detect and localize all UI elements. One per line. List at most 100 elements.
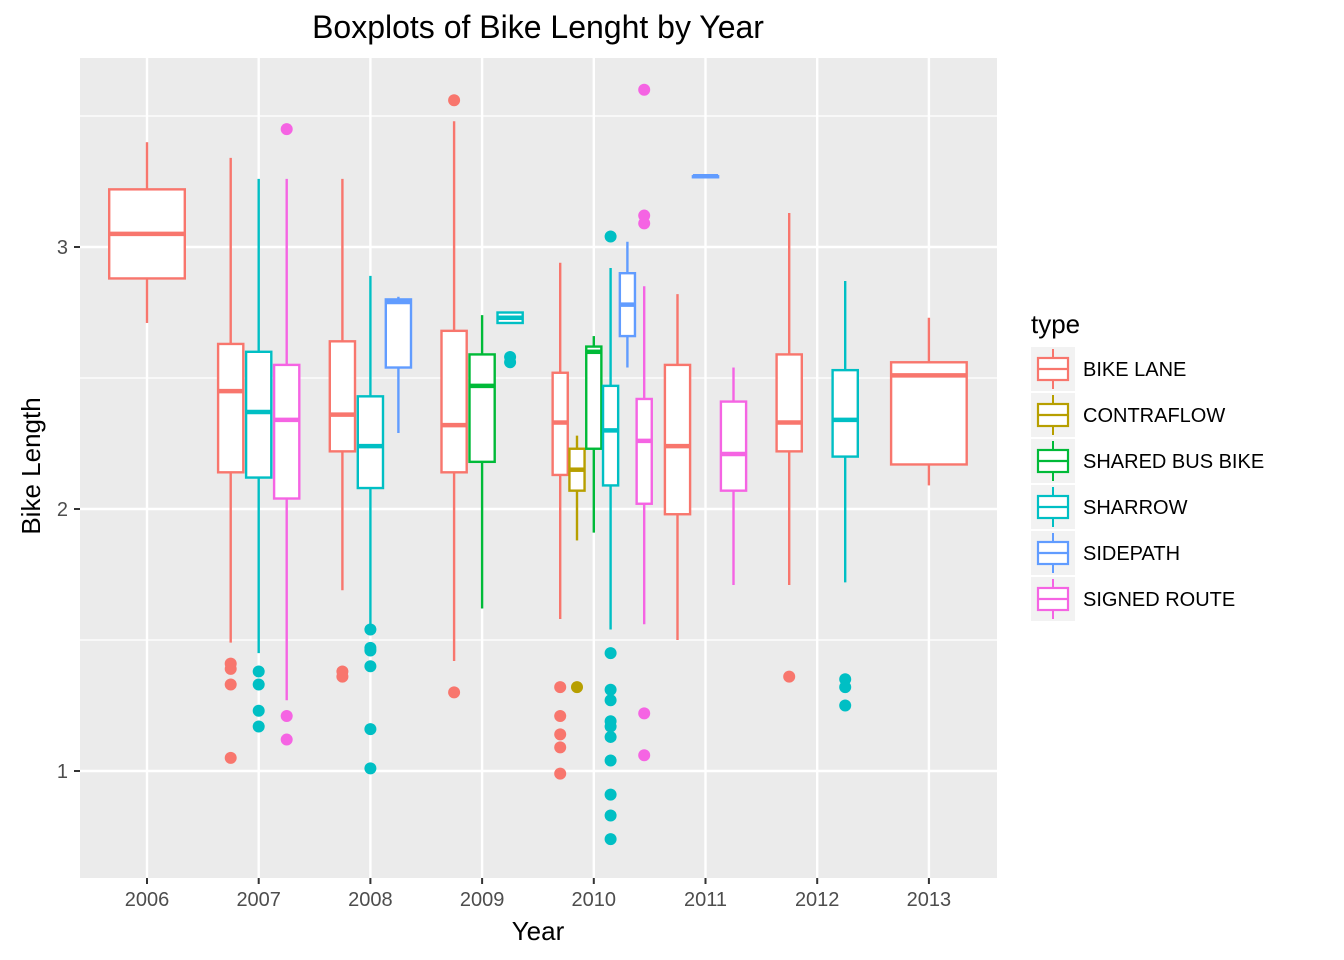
outlier-point: [604, 730, 617, 743]
outlier-point: [571, 681, 583, 694]
box-bike-lane-2011: [663, 294, 692, 640]
outlier-point: [604, 809, 617, 822]
outlier-point: [638, 217, 651, 230]
legend-items: BIKE LANE CONTRAFLOW SHARED BUS BIKE SHARRO…: [1031, 347, 1264, 621]
legend-item-sidepath: SIDEPATH: [1031, 531, 1180, 575]
outlier-point: [839, 699, 852, 712]
box-sharrow-2012: [831, 281, 859, 712]
outlier-point: [554, 767, 567, 780]
x-tick-label: 2008: [348, 889, 393, 911]
box-bike-lane-2010: [551, 262, 569, 780]
box-sidepath-2010: [618, 241, 637, 368]
legend-label: SHARROW: [1083, 497, 1188, 519]
box-iqr: [601, 384, 620, 487]
x-axis: 2006 2007 2008 2009 2010 2011 2012 2013: [125, 878, 951, 911]
legend: type BIKE LANE CONTRAFLOW SHARED BUS BIKE S…: [1031, 309, 1264, 621]
box-iqr: [719, 400, 748, 492]
x-tick-label: 2010: [572, 889, 617, 911]
outlier-point: [554, 741, 567, 754]
box-sharrow-2009: [496, 311, 524, 369]
outlier-point: [604, 647, 617, 660]
x-tick-label: 2009: [460, 889, 505, 911]
legend-label: CONTRAFLOW: [1083, 405, 1225, 427]
box-iqr: [272, 363, 301, 500]
outlier-point: [554, 728, 567, 741]
legend-label: SIDEPATH: [1083, 543, 1180, 565]
outlier-point: [364, 762, 377, 775]
box-sharrow-2010: [601, 230, 620, 846]
outlier-point: [280, 709, 293, 722]
box-sidepath-2011: [691, 174, 720, 179]
outlier-point: [448, 94, 461, 107]
outlier-point: [448, 686, 461, 699]
legend-title: type: [1031, 309, 1080, 339]
box-iqr: [244, 350, 273, 479]
outlier-point: [638, 707, 651, 720]
outlier-point: [604, 694, 617, 707]
box-iqr: [356, 395, 385, 490]
outlier-point: [364, 660, 377, 673]
box-iqr: [831, 368, 859, 458]
box-iqr: [635, 397, 653, 505]
box-signed-route-2007: [272, 123, 301, 746]
box-iqr: [663, 363, 692, 516]
y-axis: 1 2 3: [57, 237, 80, 783]
outlier-point: [604, 788, 617, 801]
x-tick-label: 2006: [125, 889, 170, 911]
box-sharrow-2008: [356, 275, 385, 775]
box-sharrow-2007: [244, 178, 273, 733]
box-sidepath-2008: [384, 296, 413, 434]
x-tick-label: 2012: [795, 889, 840, 911]
box-iqr: [775, 353, 803, 453]
outlier-point: [604, 683, 617, 696]
box-iqr: [468, 353, 496, 464]
box-iqr: [216, 342, 245, 474]
box-iqr: [889, 361, 968, 466]
y-tick-label: 2: [57, 499, 68, 521]
outlier-point: [364, 644, 377, 657]
legend-label: SIGNED ROUTE: [1083, 589, 1235, 611]
outlier-point: [604, 833, 617, 846]
box-bike-lane-2006: [107, 142, 186, 323]
legend-item-sharrow: SHARROW: [1031, 485, 1188, 529]
outlier-point: [364, 623, 377, 636]
outlier-point: [554, 681, 567, 694]
x-tick-label: 2013: [907, 889, 952, 911]
y-axis-title: Bike Length: [16, 397, 46, 534]
y-tick-label: 3: [57, 237, 68, 259]
outlier-point: [280, 123, 293, 136]
box-iqr: [585, 345, 603, 450]
outlier-point: [504, 356, 517, 369]
outlier-point: [604, 754, 617, 767]
outlier-point: [638, 749, 651, 762]
outlier-point: [783, 670, 796, 683]
box-shared-bus-bike-2010: [585, 336, 603, 533]
legend-item-shared-bus-bike: SHARED BUS BIKE: [1031, 439, 1264, 483]
box-bike-lane-2013: [889, 317, 968, 486]
outlier-point: [336, 670, 349, 683]
box-contraflow-2010: [568, 435, 586, 694]
outlier-point: [638, 83, 651, 96]
y-tick-label: 1: [57, 761, 68, 783]
outlier-point: [224, 662, 237, 675]
outlier-point: [604, 230, 617, 243]
box-bike-lane-2008: [328, 178, 357, 683]
legend-label: SHARED BUS BIKE: [1083, 451, 1264, 473]
box-signed-route-2011: [719, 367, 748, 585]
outlier-point: [604, 720, 617, 733]
box-iqr: [384, 298, 413, 369]
outlier-point: [839, 681, 852, 694]
legend-label: BIKE LANE: [1083, 359, 1186, 381]
outlier-point: [364, 723, 377, 736]
x-axis-title: Year: [512, 916, 565, 946]
outlier-point: [224, 678, 237, 691]
outlier-point: [252, 704, 265, 717]
chart-title: Boxplots of Bike Lenght by Year: [312, 9, 764, 45]
legend-item-signed-route: SIGNED ROUTE: [1031, 577, 1235, 621]
box-shared-bus-bike-2009: [468, 315, 496, 609]
outlier-point: [224, 751, 237, 764]
box-bike-lane-2007: [216, 157, 245, 764]
legend-item-bike-lane: BIKE LANE: [1031, 347, 1186, 391]
legend-item-contraflow: CONTRAFLOW: [1031, 393, 1225, 437]
